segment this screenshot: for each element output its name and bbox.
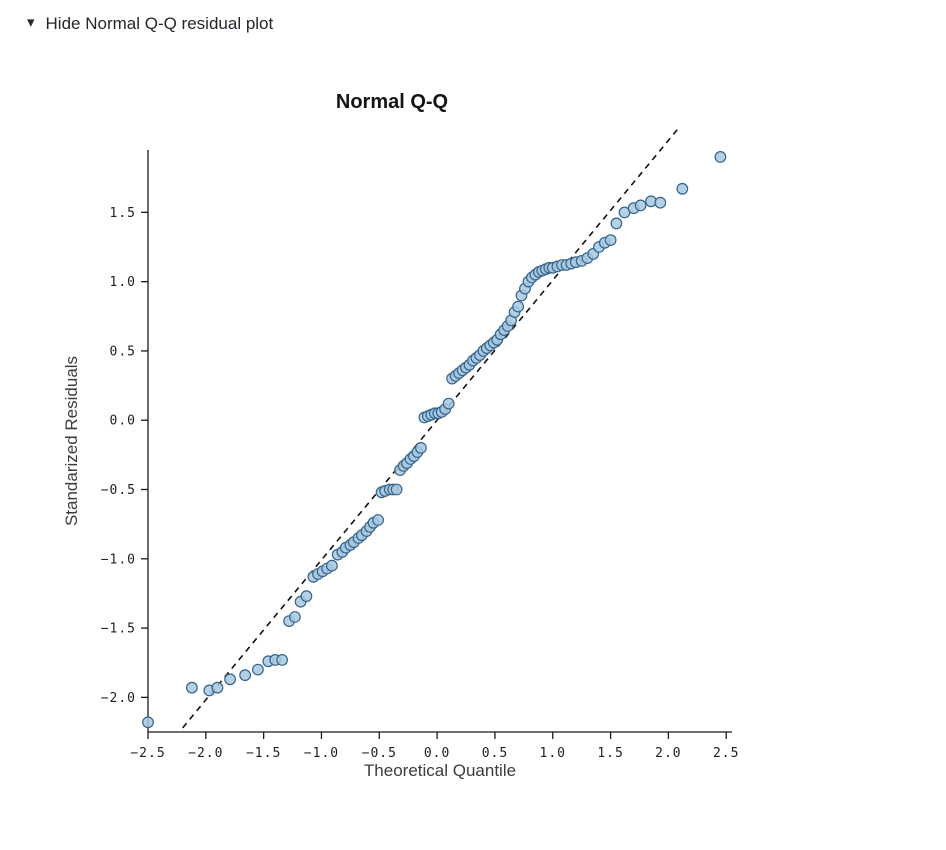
axes-spines xyxy=(147,150,732,733)
data-point xyxy=(211,681,224,694)
data-point xyxy=(442,397,455,410)
data-point xyxy=(512,300,524,313)
y-tick-label: −1.0 xyxy=(101,552,136,567)
x-tick-label: −1.0 xyxy=(304,746,339,761)
x-tick-label: −0.5 xyxy=(362,746,397,761)
y-tick-label: −0.5 xyxy=(101,483,136,498)
data-point xyxy=(676,182,689,195)
x-tick-label: 2.0 xyxy=(655,746,681,761)
data-point xyxy=(142,716,154,729)
hide-plot-toggle[interactable]: ▾ Hide Normal Q-Q residual plot xyxy=(27,13,273,35)
x-tick-label: 2.5 xyxy=(713,746,739,761)
y-tick-label: −1.5 xyxy=(101,622,136,637)
data-point xyxy=(224,673,237,686)
x-axis-label: Theoretical Quantile xyxy=(364,761,516,780)
data-point xyxy=(610,217,623,230)
data-point xyxy=(185,681,198,694)
data-point xyxy=(326,559,338,572)
data-point xyxy=(289,611,301,623)
x-tick-label: −2.0 xyxy=(188,746,223,761)
data-point xyxy=(604,234,617,247)
data-point xyxy=(276,654,289,666)
y-tick-label: 0.5 xyxy=(110,344,136,359)
y-axis-label: Standarized Residuals xyxy=(62,356,81,526)
x-tick-label: 1.5 xyxy=(597,746,623,761)
x-tick-label: 0.5 xyxy=(482,746,508,761)
data-point xyxy=(390,483,403,496)
data-point xyxy=(300,590,313,603)
caret-down-icon: ▾ xyxy=(27,14,35,32)
y-tick-label: −2.0 xyxy=(101,691,136,706)
data-point xyxy=(634,199,647,212)
y-tick-label: 1.5 xyxy=(110,206,136,221)
data-point xyxy=(239,669,252,682)
x-tick-label: 1.0 xyxy=(540,746,566,761)
y-tick-label: 0.0 xyxy=(110,414,136,429)
x-tick-label: 0.0 xyxy=(424,746,450,761)
data-point xyxy=(654,196,667,209)
reference-line xyxy=(182,125,681,729)
chart-title: Normal Q-Q xyxy=(336,91,448,113)
toggle-label: Hide Normal Q-Q residual plot xyxy=(45,14,274,33)
x-tick-label: −2.5 xyxy=(130,746,165,761)
y-tick-label: 1.0 xyxy=(110,275,136,290)
data-point xyxy=(714,150,727,163)
data-point xyxy=(415,442,427,454)
data-point xyxy=(372,514,385,526)
data-point xyxy=(251,663,264,676)
x-tick-label: −1.5 xyxy=(246,746,281,761)
